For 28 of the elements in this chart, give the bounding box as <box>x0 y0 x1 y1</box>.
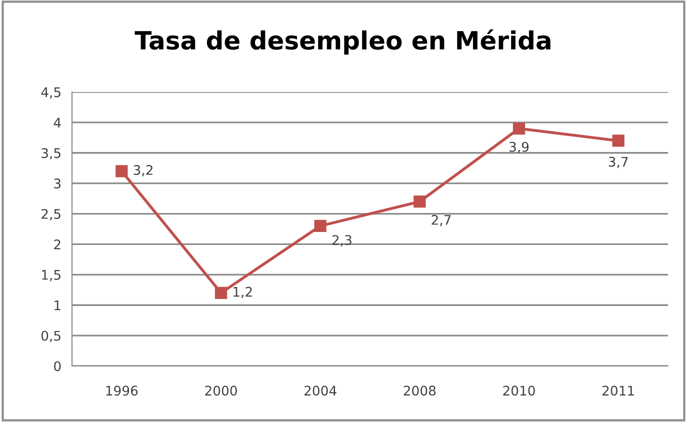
y-tick-label: 2,5 <box>42 209 60 220</box>
data-label: 1,2 <box>234 286 252 298</box>
x-tick-label: 2000 <box>205 386 237 396</box>
point <box>414 196 426 208</box>
y-tick-label: 0 <box>54 361 61 372</box>
point <box>612 134 624 147</box>
y-tick-label: 1,5 <box>42 270 60 282</box>
x-tick-label: 1996 <box>106 386 138 396</box>
data-label: 3,9 <box>510 142 529 154</box>
y-tick-label: 3,5 <box>42 148 60 160</box>
y-tick-label: 0,5 <box>41 330 60 342</box>
x-tick-label: 2010 <box>503 386 535 396</box>
x-tick-label: 2004 <box>304 386 336 396</box>
y-tick-label: 1 <box>54 300 60 310</box>
y-tick-label: 4,5 <box>41 87 60 99</box>
x-tick-label: 2008 <box>404 386 436 396</box>
y-tick-label: 2 <box>54 239 60 250</box>
point <box>116 165 128 178</box>
point <box>214 286 228 300</box>
data-label: 3,2 <box>134 165 152 176</box>
chart-title: Tasa de desempleo en Mérida <box>134 29 550 55</box>
x-tick-label: 2011 <box>602 386 634 396</box>
data-label: 3,7 <box>608 156 628 168</box>
y-tick-label: 3 <box>54 178 61 189</box>
y-tick-label: 4 <box>54 118 61 128</box>
point <box>314 220 326 232</box>
data-label: 2,7 <box>432 214 451 226</box>
point <box>512 122 526 135</box>
